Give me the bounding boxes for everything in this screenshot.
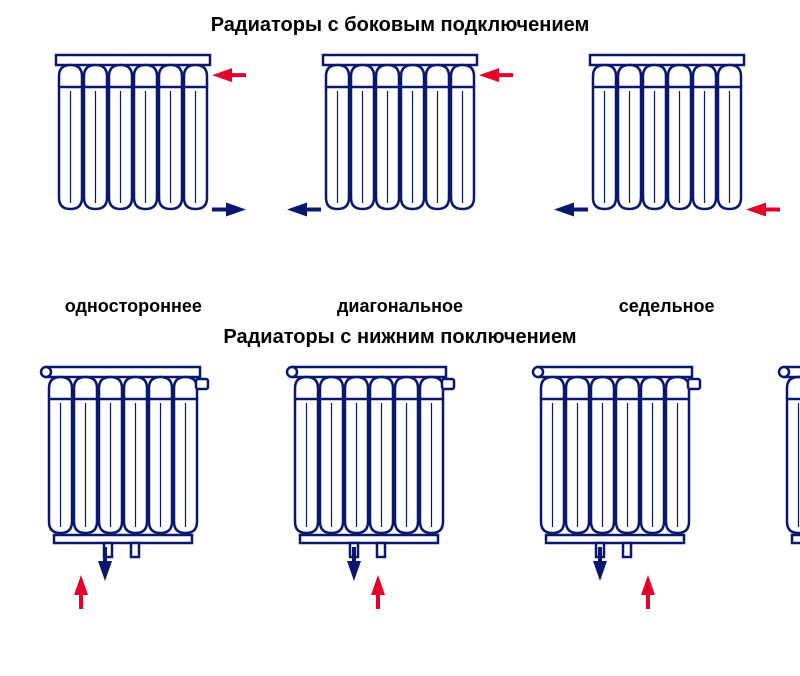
radiator-caption: седельное xyxy=(619,296,715,317)
radiator-caption: одностороннее xyxy=(65,296,202,317)
radiator-diagram xyxy=(492,357,738,614)
radiator-diagram xyxy=(277,45,523,290)
radiator-cell xyxy=(738,357,800,614)
radiator-cell: одностороннее xyxy=(10,45,256,317)
radiator-diagram xyxy=(10,45,256,290)
radiator-diagram xyxy=(246,357,492,614)
radiator-diagram xyxy=(738,357,800,614)
section-side-connection: Радиаторы с боковым подключением одностор… xyxy=(0,14,800,317)
radiator-cell xyxy=(492,357,738,614)
radiator-row xyxy=(0,357,800,614)
radiator-row: одностороннее диагональное седельное xyxy=(0,45,800,317)
section-title: Радиаторы с нижним поключением xyxy=(0,326,800,349)
radiator-cell xyxy=(0,357,246,614)
radiator-caption: диагональное xyxy=(337,296,463,317)
radiator-cell xyxy=(246,357,492,614)
radiator-diagram xyxy=(544,45,790,290)
radiator-cell: седельное xyxy=(544,45,790,317)
section-bottom-connection: Радиаторы с нижним поключением xyxy=(0,326,800,614)
section-title: Радиаторы с боковым подключением xyxy=(0,14,800,37)
radiator-diagram xyxy=(0,357,246,614)
radiator-cell: диагональное xyxy=(277,45,523,317)
